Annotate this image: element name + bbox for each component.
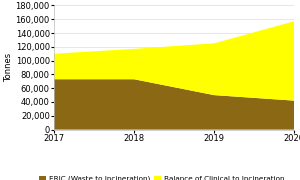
Y-axis label: Tonnes: Tonnes xyxy=(4,53,13,82)
Legend: ERIC (Waste to Incineration), Balance of Clinical to Incineration: ERIC (Waste to Incineration), Balance of… xyxy=(36,173,288,180)
